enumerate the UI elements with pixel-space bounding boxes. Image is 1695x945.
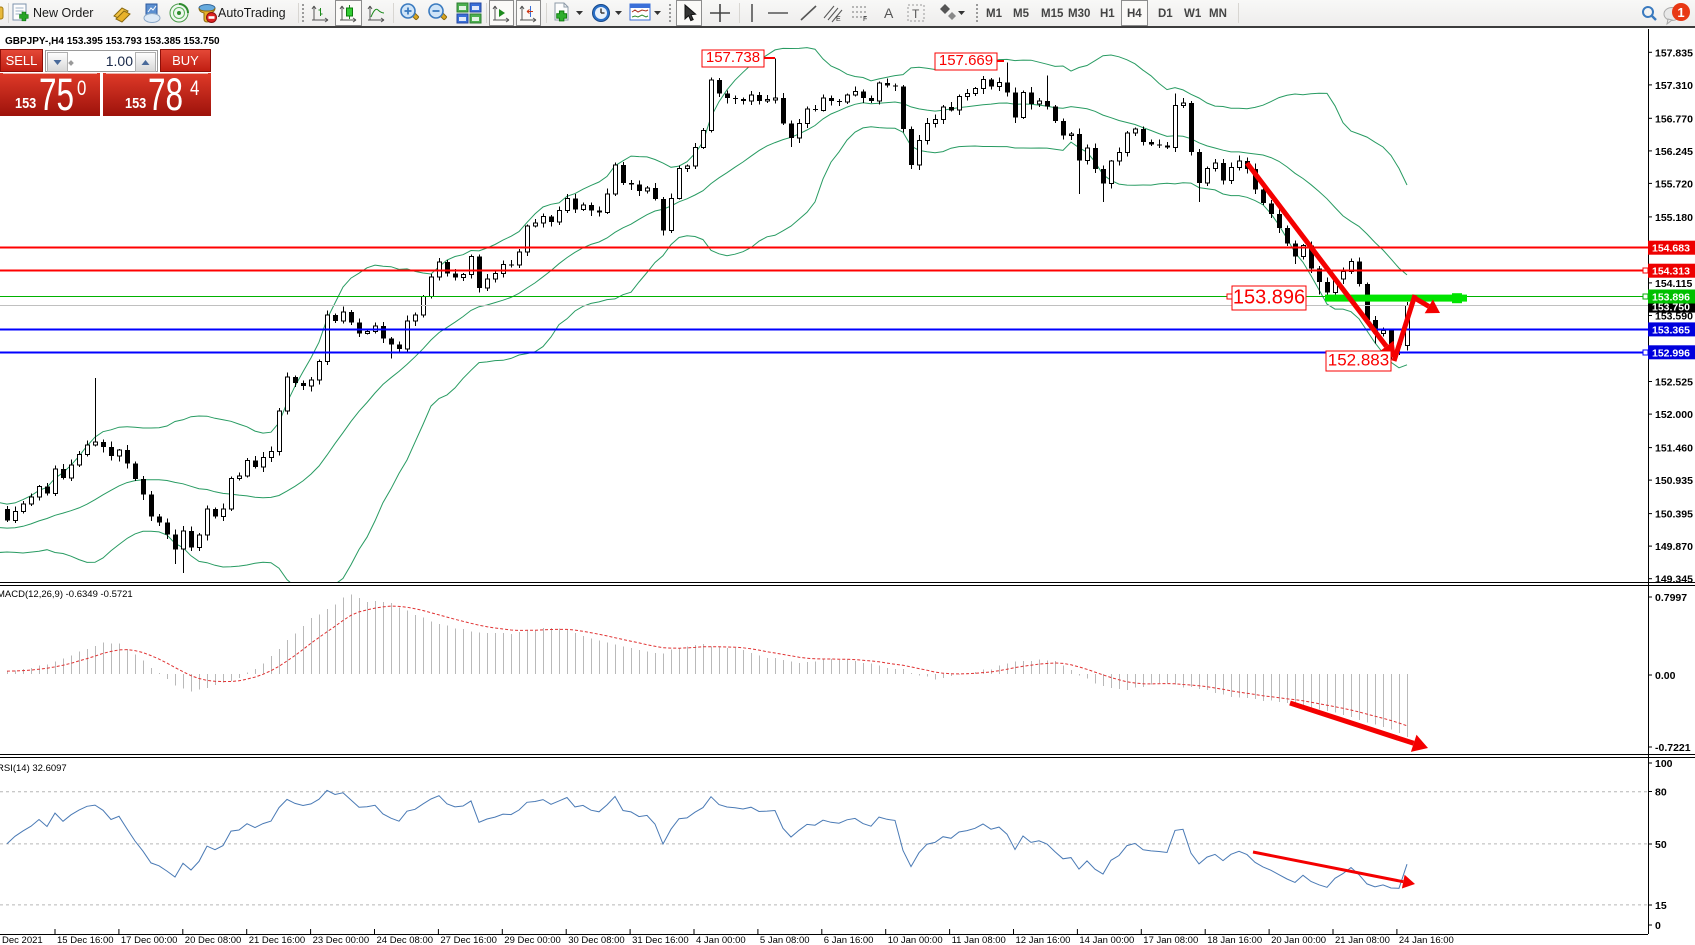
svg-text:H1: H1 [1100,8,1115,20]
svg-text:23 Dec 00:00: 23 Dec 00:00 [313,935,370,945]
svg-text:153.896: 153.896 [1233,286,1305,308]
svg-text:29 Dec 00:00: 29 Dec 00:00 [504,935,561,945]
svg-text:MACD(12,26,9) -0.6349 -0.5721: MACD(12,26,9) -0.6349 -0.5721 [0,589,133,600]
svg-text:T: T [912,7,920,21]
svg-text:20 Dec 08:00: 20 Dec 08:00 [185,935,242,945]
svg-text:153.590: 153.590 [1655,311,1693,323]
svg-text:6 Jan 16:00: 6 Jan 16:00 [824,935,874,945]
svg-text:100: 100 [1655,758,1673,770]
svg-text:150.935: 150.935 [1655,475,1693,487]
svg-text:MN: MN [1209,8,1227,20]
svg-text:A: A [884,5,894,21]
svg-text:10 Jan 00:00: 10 Jan 00:00 [888,935,943,945]
svg-text:15 Dec 16:00: 15 Dec 16:00 [57,935,114,945]
svg-text:152.000: 152.000 [1655,409,1693,421]
svg-text:155.720: 155.720 [1655,178,1693,190]
svg-text:-0.7221: -0.7221 [1655,742,1691,754]
svg-text:156.245: 156.245 [1655,146,1693,158]
svg-text:154.683: 154.683 [1652,243,1690,255]
svg-text:17 Jan 08:00: 17 Jan 08:00 [1143,935,1198,945]
svg-text:31 Dec 16:00: 31 Dec 16:00 [632,935,689,945]
svg-text:154.313: 154.313 [1652,266,1690,278]
svg-text:17 Dec 00:00: 17 Dec 00:00 [121,935,178,945]
svg-text:M5: M5 [1013,8,1030,20]
svg-text:0.00: 0.00 [1655,670,1676,682]
svg-text:157.669: 157.669 [939,52,993,69]
svg-text:157.835: 157.835 [1655,47,1693,59]
svg-text:50: 50 [1655,839,1667,851]
svg-text:153.896: 153.896 [1652,292,1690,304]
svg-text:150.395: 150.395 [1655,509,1693,521]
svg-text:12 Jan 16:00: 12 Jan 16:00 [1016,935,1071,945]
svg-text:1: 1 [1677,5,1684,20]
svg-text:151.460: 151.460 [1655,443,1693,455]
svg-text:11 Jan 08:00: 11 Jan 08:00 [952,935,1006,945]
svg-text:24 Jan 16:00: 24 Jan 16:00 [1399,935,1454,945]
svg-text:156.770: 156.770 [1655,113,1693,125]
svg-text:New Order: New Order [33,6,93,20]
svg-text:E: E [836,16,841,23]
svg-text:30 Dec 08:00: 30 Dec 08:00 [568,935,625,945]
svg-text:15: 15 [1655,900,1667,912]
svg-text:5 Jan 08:00: 5 Jan 08:00 [760,935,810,945]
svg-text:D1: D1 [1158,8,1173,20]
svg-text:AutoTrading: AutoTrading [218,6,286,20]
svg-text:18 Jan 16:00: 18 Jan 16:00 [1207,935,1262,945]
svg-text:14 Jan 00:00: 14 Jan 00:00 [1079,935,1134,945]
svg-text:0: 0 [1655,920,1661,932]
svg-text:152.996: 152.996 [1652,347,1690,359]
svg-text:80: 80 [1655,787,1667,799]
svg-text:F: F [863,16,867,23]
svg-text:0.7997: 0.7997 [1655,592,1687,604]
svg-text:24 Dec 08:00: 24 Dec 08:00 [377,935,434,945]
svg-text:155.180: 155.180 [1655,212,1693,224]
svg-text:H4: H4 [1127,8,1142,20]
svg-text:21 Jan 08:00: 21 Jan 08:00 [1335,935,1390,945]
svg-text:M1: M1 [986,8,1003,20]
svg-text:157.738: 157.738 [706,49,760,66]
svg-text:W1: W1 [1184,8,1202,20]
svg-text:21 Dec 16:00: 21 Dec 16:00 [249,935,306,945]
svg-text:20 Jan 00:00: 20 Jan 00:00 [1271,935,1326,945]
svg-text:149.345: 149.345 [1655,574,1693,586]
svg-text:153.750: 153.750 [1652,302,1690,314]
svg-text:M15: M15 [1041,8,1064,20]
svg-text:152.525: 152.525 [1655,377,1693,389]
svg-text:154.115: 154.115 [1655,278,1693,290]
svg-text:RSI(14) 32.6097: RSI(14) 32.6097 [0,763,67,774]
svg-text:157.310: 157.310 [1655,80,1693,92]
svg-text:M30: M30 [1068,8,1090,20]
svg-text:153.365: 153.365 [1652,324,1690,336]
svg-text:4 Jan 00:00: 4 Jan 00:00 [696,935,746,945]
svg-text:GBPJPY-,H4 153.395 153.793 15: GBPJPY-,H4 153.395 153.793 153.385 153.7… [5,36,220,47]
svg-text:152.883: 152.883 [1328,350,1389,369]
svg-text:Dec 2021: Dec 2021 [2,935,43,945]
svg-text:149.870: 149.870 [1655,541,1693,553]
svg-text:27 Dec 16:00: 27 Dec 16:00 [440,935,497,945]
